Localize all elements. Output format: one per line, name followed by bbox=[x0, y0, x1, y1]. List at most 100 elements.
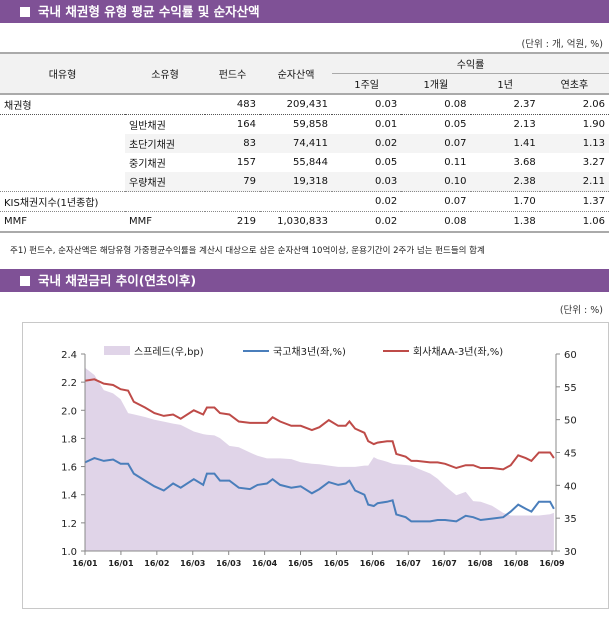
rate-chart: 1.0 1.2 1.4 1.6 1.8 2.0 2.2 2.4 30 35 40 45 50 55 60 16… bbox=[22, 322, 609, 609]
section-header-returns: 국내 채권형 유형 평균 수익률 및 순자산액 bbox=[0, 0, 609, 23]
cell-assets: 1,030,833 bbox=[277, 216, 328, 227]
series-line-2 bbox=[84, 378, 555, 471]
cell-major: 채권형 bbox=[4, 101, 32, 112]
col-ytd: 연초후 bbox=[539, 73, 609, 94]
cell-major: MMF bbox=[4, 216, 28, 227]
cell-major bbox=[0, 134, 125, 153]
footnote: 주1) 펀드수, 순자산액은 해당유형 가중평균수익률을 계산시 대상으로 삼은… bbox=[10, 246, 485, 256]
legend-swatch-spread bbox=[104, 346, 130, 355]
cell-funds: 483 bbox=[236, 99, 256, 110]
col-assets: 순자산액 bbox=[260, 53, 332, 94]
col-minor: 소유형 bbox=[125, 53, 205, 94]
cell-ytd: 2.11 bbox=[539, 172, 609, 192]
y-right-tick-label: 35 bbox=[564, 514, 577, 525]
x-tick-label: 16/03 bbox=[180, 559, 205, 568]
cell-m1: 0.08 bbox=[444, 216, 467, 227]
y-right-tick-label: 45 bbox=[564, 449, 577, 460]
cell-w1: 0.01 bbox=[374, 119, 398, 130]
cell-m1: 0.07 bbox=[444, 196, 467, 207]
x-tick-label: 16/01 bbox=[72, 559, 98, 568]
table-row: 채권형 483 209,431 0.03 0.08 2.37 2.06 bbox=[0, 94, 609, 115]
x-tick-label: 16/05 bbox=[288, 559, 314, 568]
cell-y1: 2.38 bbox=[470, 172, 540, 192]
y-right-tick-label: 40 bbox=[564, 481, 577, 492]
cell-y1: 1.38 bbox=[513, 216, 536, 227]
y-left-tick-label: 1.4 bbox=[61, 491, 77, 502]
cell-assets bbox=[260, 192, 332, 212]
cell-m1: 0.10 bbox=[401, 172, 471, 192]
cell-major bbox=[0, 115, 125, 135]
section-title: 국내 채권금리 추이(연초이후) bbox=[38, 273, 197, 288]
spread-area bbox=[85, 367, 554, 551]
table-row: 초단기채권 83 74,411 0.02 0.07 1.41 1.13 bbox=[0, 134, 609, 153]
y-left-tick-label: 1.0 bbox=[61, 547, 77, 558]
cell-w1: 0.02 bbox=[374, 196, 398, 207]
x-tick-label: 16/02 bbox=[144, 559, 169, 568]
y-right-tick-label: 60 bbox=[564, 350, 577, 361]
col-1m: 1개월 bbox=[401, 73, 471, 94]
y-right-tick-label: 50 bbox=[564, 416, 577, 427]
y-right-tick-label: 55 bbox=[564, 383, 577, 394]
y-left-tick-label: 1.8 bbox=[61, 434, 77, 445]
legend-label: 스프레드(우,bp) bbox=[134, 346, 204, 358]
cell-y1: 3.68 bbox=[513, 157, 536, 168]
returns-table: 대유형 소유형 펀드수 순자산액 수익률 1주일 1개월 1년 연초후 채권형 4… bbox=[0, 52, 609, 233]
y-right-tick-label: 30 bbox=[564, 547, 577, 558]
cell-m1: 0.05 bbox=[444, 119, 467, 130]
cell-y1: 2.37 bbox=[513, 99, 536, 110]
y-left-tick-label: 1.6 bbox=[61, 463, 77, 474]
cell-y1: 1.70 bbox=[513, 196, 536, 207]
x-tick-label: 16/03 bbox=[216, 559, 241, 568]
cell-major bbox=[0, 153, 125, 172]
cell-ytd: 1.37 bbox=[582, 196, 605, 207]
x-tick-label: 16/07 bbox=[432, 559, 457, 568]
cell-ytd: 1.90 bbox=[582, 119, 605, 130]
unit-label: (단위 : 개, 억원, %) bbox=[521, 39, 603, 50]
cell-minor: 중기채권 bbox=[129, 159, 166, 170]
cell-m1: 0.08 bbox=[444, 99, 467, 110]
series-line-1 bbox=[84, 457, 555, 523]
cell-w1: 0.05 bbox=[374, 157, 398, 168]
cell-assets: 74,411 bbox=[260, 134, 332, 153]
x-tick-label: 16/04 bbox=[252, 559, 278, 568]
col-1w: 1주일 bbox=[332, 73, 402, 94]
square-bullet-icon bbox=[20, 276, 30, 286]
cell-y1: 2.13 bbox=[513, 119, 536, 130]
cell-w1: 0.02 bbox=[374, 216, 398, 227]
cell-ytd: 2.06 bbox=[582, 99, 605, 110]
y-left-tick-label: 2.2 bbox=[61, 378, 77, 389]
legend-label: 회사채AA-3년(좌,%) bbox=[413, 346, 503, 358]
cell-assets: 19,318 bbox=[260, 172, 332, 192]
cell-funds: 157 bbox=[236, 157, 256, 168]
col-1y: 1년 bbox=[470, 73, 540, 94]
cell-assets: 59,858 bbox=[293, 119, 328, 130]
col-funds: 펀드수 bbox=[205, 53, 260, 94]
table-row: 우량채권 79 19,318 0.03 0.10 2.38 2.11 bbox=[0, 172, 609, 192]
legend-label: 국고채3년(좌,%) bbox=[273, 346, 346, 358]
x-tick-label: 16/07 bbox=[396, 559, 421, 568]
cell-y1: 1.41 bbox=[470, 134, 540, 153]
x-tick-label: 16/08 bbox=[503, 559, 529, 568]
table-row: KIS채권지수(1년종합) 0.02 0.07 1.70 1.37 bbox=[0, 192, 609, 212]
x-tick-label: 16/08 bbox=[468, 559, 494, 568]
col-returns: 수익률 bbox=[332, 53, 609, 74]
y-left-tick-label: 2.0 bbox=[61, 406, 77, 417]
cell-ytd: 1.06 bbox=[582, 216, 605, 227]
cell-funds: 219 bbox=[236, 216, 256, 227]
cell-funds: 83 bbox=[205, 134, 260, 153]
x-tick-label: 16/05 bbox=[324, 559, 350, 568]
cell-w1: 0.02 bbox=[332, 134, 402, 153]
cell-assets: 55,844 bbox=[293, 157, 328, 168]
section-title: 국내 채권형 유형 평균 수익률 및 순자산액 bbox=[38, 4, 260, 19]
chart-svg: 1.0 1.2 1.4 1.6 1.8 2.0 2.2 2.4 30 35 40 45 50 55 60 16… bbox=[61, 346, 577, 568]
cell-minor: MMF bbox=[129, 216, 153, 227]
cell-m1: 0.07 bbox=[401, 134, 471, 153]
square-bullet-icon bbox=[20, 7, 30, 17]
y-left-tick-label: 1.2 bbox=[61, 519, 77, 530]
x-tick-label: 16/06 bbox=[360, 559, 386, 568]
cell-minor bbox=[125, 94, 205, 115]
cell-funds: 79 bbox=[205, 172, 260, 192]
cell-minor bbox=[125, 192, 205, 212]
cell-minor: 우량채권 bbox=[125, 172, 205, 192]
cell-ytd: 3.27 bbox=[582, 157, 605, 168]
